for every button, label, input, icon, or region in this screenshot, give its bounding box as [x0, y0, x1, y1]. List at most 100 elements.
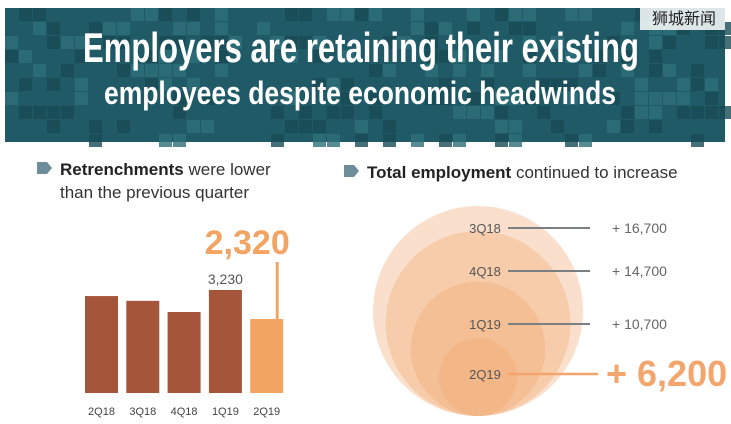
pattern-tile [635, 78, 648, 91]
pattern-tile [439, 50, 452, 63]
pattern-tile [229, 36, 242, 49]
pattern-tile [327, 134, 340, 147]
pattern-tile [131, 64, 144, 77]
pattern-tile [61, 64, 74, 77]
pattern-tile [355, 134, 368, 147]
pattern-tile [523, 8, 536, 21]
x-tick-label: 2Q19 [253, 406, 280, 418]
pattern-tile [369, 64, 382, 77]
pattern-tile [33, 22, 46, 35]
pattern-tile [5, 36, 18, 49]
pattern-tile [467, 22, 480, 35]
title-line-1: Employers are retaining their existing [83, 24, 639, 71]
pattern-tile [537, 106, 550, 119]
pattern-tile [649, 92, 662, 105]
pattern-tile [33, 64, 46, 77]
pattern-tile [453, 50, 466, 63]
title-line-2: employees despite economic headwinds [104, 75, 616, 111]
bubble [410, 281, 546, 416]
pattern-tile [201, 92, 214, 105]
pattern-tile [607, 120, 620, 133]
pattern-tile [271, 106, 284, 119]
pattern-tile [649, 106, 662, 119]
pattern-tile [355, 8, 368, 21]
value-label: 2,320 [205, 224, 290, 262]
pattern-tile [467, 8, 480, 21]
pattern-tile [383, 64, 396, 77]
section-icon [37, 162, 52, 174]
bubble-label: 4Q18 [469, 264, 501, 279]
pattern-tile [173, 106, 186, 119]
pattern-tile [523, 22, 536, 35]
pattern-tile [593, 50, 606, 63]
pattern-tile [257, 22, 270, 35]
pattern-tile [187, 120, 200, 133]
pattern-tile [691, 134, 704, 147]
x-tick-label: 1Q19 [212, 406, 239, 418]
pattern-tile [495, 50, 508, 63]
pattern-tile [47, 22, 60, 35]
pattern-tile [691, 78, 704, 91]
pattern-tile [719, 36, 731, 49]
pattern-tile [551, 36, 564, 49]
pattern-tile [453, 106, 466, 119]
pattern-tile [649, 120, 662, 133]
pattern-tile [159, 8, 172, 21]
pattern-tile [187, 78, 200, 91]
pattern-tile [327, 78, 340, 91]
pattern-tile [341, 8, 354, 21]
pattern-tile [607, 36, 620, 49]
pattern-tile [173, 92, 186, 105]
pattern-tile [299, 106, 312, 119]
pattern-tile [145, 78, 158, 91]
pattern-tile [411, 134, 424, 147]
pattern-tile [75, 92, 88, 105]
pattern-tile [397, 36, 410, 49]
pattern-tile [481, 64, 494, 77]
pattern-tile [271, 36, 284, 49]
pattern-tile [159, 50, 172, 63]
bar-heading: Retrenchments were lower than the previo… [60, 158, 300, 204]
pattern-tile [117, 36, 130, 49]
pattern-tile [369, 8, 382, 21]
pattern-tile [607, 92, 620, 105]
value-label: + 10,700 [612, 316, 667, 332]
pattern-tile [579, 8, 592, 21]
pattern-tile [649, 50, 662, 63]
pattern-tile [33, 106, 46, 119]
pattern-tile [579, 64, 592, 77]
pattern-tile [495, 106, 508, 119]
pattern-tile [495, 8, 508, 21]
pattern-tile [691, 64, 704, 77]
pattern-tile [495, 92, 508, 105]
watermark-bg [640, 8, 725, 30]
pattern-tile [131, 8, 144, 21]
pattern-tile [481, 78, 494, 91]
pattern-tile [649, 64, 662, 77]
pattern-tile [663, 36, 676, 49]
pattern-tile [5, 50, 18, 63]
pattern-tile [411, 8, 424, 21]
pattern-tile [705, 92, 718, 105]
pattern-tile [341, 92, 354, 105]
pattern-tile [355, 120, 368, 133]
pattern-tile [635, 92, 648, 105]
pattern-tile [117, 22, 130, 35]
pattern-tile [19, 50, 32, 63]
pattern-tile [117, 120, 130, 133]
pattern-tile [47, 106, 60, 119]
section-icon [344, 165, 359, 177]
pattern-tile [187, 50, 200, 63]
pattern-tile [159, 134, 172, 147]
pattern-tile [509, 120, 522, 133]
heading-bold: Retrenchments [60, 160, 184, 179]
pattern-tile [327, 106, 340, 119]
pattern-tile [495, 120, 508, 133]
pattern-tile [579, 134, 592, 147]
pattern-tile [61, 106, 74, 119]
pattern-tile [621, 22, 634, 35]
pattern-tile [509, 22, 522, 35]
pattern-tile [299, 120, 312, 133]
pattern-tile [285, 92, 298, 105]
pattern-tile [313, 120, 326, 133]
